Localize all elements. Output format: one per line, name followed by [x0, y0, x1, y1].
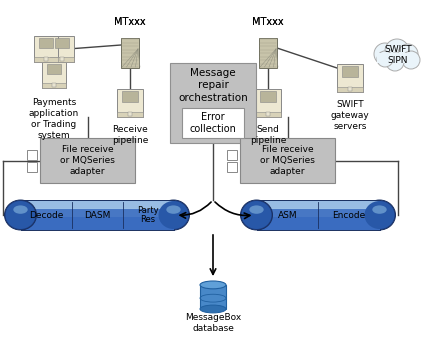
- Text: Decode: Decode: [29, 211, 63, 220]
- Text: File receive
or MQSeries
adapter: File receive or MQSeries adapter: [60, 145, 115, 176]
- Bar: [377, 53, 415, 63]
- Bar: [21, 200, 173, 230]
- Bar: [117, 112, 143, 117]
- Text: MTxxx: MTxxx: [252, 17, 284, 27]
- Ellipse shape: [4, 200, 37, 230]
- Text: SWIFT
SIPN: SWIFT SIPN: [384, 45, 412, 65]
- Text: Party
Res: Party Res: [137, 206, 159, 224]
- Ellipse shape: [249, 205, 264, 214]
- Bar: [227, 150, 237, 159]
- Bar: [27, 162, 37, 171]
- Ellipse shape: [372, 205, 387, 214]
- Ellipse shape: [13, 205, 28, 214]
- Bar: [42, 62, 66, 88]
- Ellipse shape: [200, 305, 226, 313]
- Bar: [40, 138, 135, 183]
- Bar: [128, 112, 132, 116]
- Text: Error
collection: Error collection: [190, 112, 236, 134]
- Bar: [21, 208, 173, 216]
- Bar: [27, 150, 37, 159]
- Bar: [257, 208, 379, 216]
- Text: MTxxx: MTxxx: [252, 17, 284, 27]
- Bar: [266, 112, 270, 116]
- Bar: [21, 201, 173, 209]
- Text: Encode: Encode: [332, 211, 365, 220]
- Text: MTxxx: MTxxx: [114, 17, 146, 27]
- Circle shape: [385, 39, 409, 63]
- Text: SWIFT
gateway
servers: SWIFT gateway servers: [331, 100, 369, 131]
- Ellipse shape: [157, 200, 190, 230]
- Ellipse shape: [6, 201, 35, 229]
- Bar: [260, 91, 276, 102]
- Ellipse shape: [364, 201, 395, 229]
- Text: MessageBox
database: MessageBox database: [185, 313, 241, 333]
- Bar: [52, 83, 56, 87]
- Bar: [200, 285, 226, 309]
- Circle shape: [377, 51, 393, 67]
- Text: Send
pipeline: Send pipeline: [250, 125, 286, 145]
- Circle shape: [402, 51, 420, 69]
- Circle shape: [386, 53, 404, 71]
- Bar: [255, 112, 281, 117]
- Bar: [255, 89, 281, 117]
- Bar: [60, 57, 64, 61]
- Text: Receive
pipeline: Receive pipeline: [112, 125, 148, 145]
- Bar: [39, 38, 53, 48]
- Bar: [257, 201, 379, 209]
- Bar: [42, 83, 66, 88]
- Bar: [117, 89, 143, 117]
- Bar: [34, 36, 58, 62]
- Bar: [47, 64, 61, 74]
- Bar: [182, 108, 244, 138]
- Bar: [342, 66, 358, 77]
- Ellipse shape: [242, 201, 271, 229]
- Ellipse shape: [166, 205, 181, 214]
- Bar: [50, 57, 74, 62]
- Circle shape: [374, 43, 396, 65]
- Bar: [227, 162, 237, 171]
- Text: MTxxx: MTxxx: [114, 17, 146, 27]
- Bar: [34, 57, 58, 62]
- Bar: [259, 38, 277, 68]
- Bar: [240, 138, 335, 183]
- Ellipse shape: [364, 200, 395, 230]
- Ellipse shape: [200, 281, 226, 289]
- Ellipse shape: [240, 200, 273, 230]
- Bar: [337, 87, 363, 92]
- Bar: [55, 38, 69, 48]
- Text: Payments
application
or Trading
system: Payments application or Trading system: [29, 98, 79, 140]
- Bar: [257, 200, 379, 230]
- Text: File receive
or MQSeries
adapter: File receive or MQSeries adapter: [260, 145, 315, 176]
- Bar: [121, 38, 139, 68]
- Bar: [122, 91, 138, 102]
- Bar: [50, 36, 74, 62]
- Text: ASM: ASM: [277, 211, 297, 220]
- Circle shape: [398, 44, 418, 64]
- Text: DASM: DASM: [84, 211, 110, 220]
- Bar: [170, 63, 256, 143]
- Bar: [44, 57, 48, 61]
- Bar: [337, 64, 363, 92]
- Bar: [348, 87, 352, 91]
- Text: Message
repair
orchestration: Message repair orchestration: [178, 68, 248, 103]
- Ellipse shape: [159, 201, 188, 229]
